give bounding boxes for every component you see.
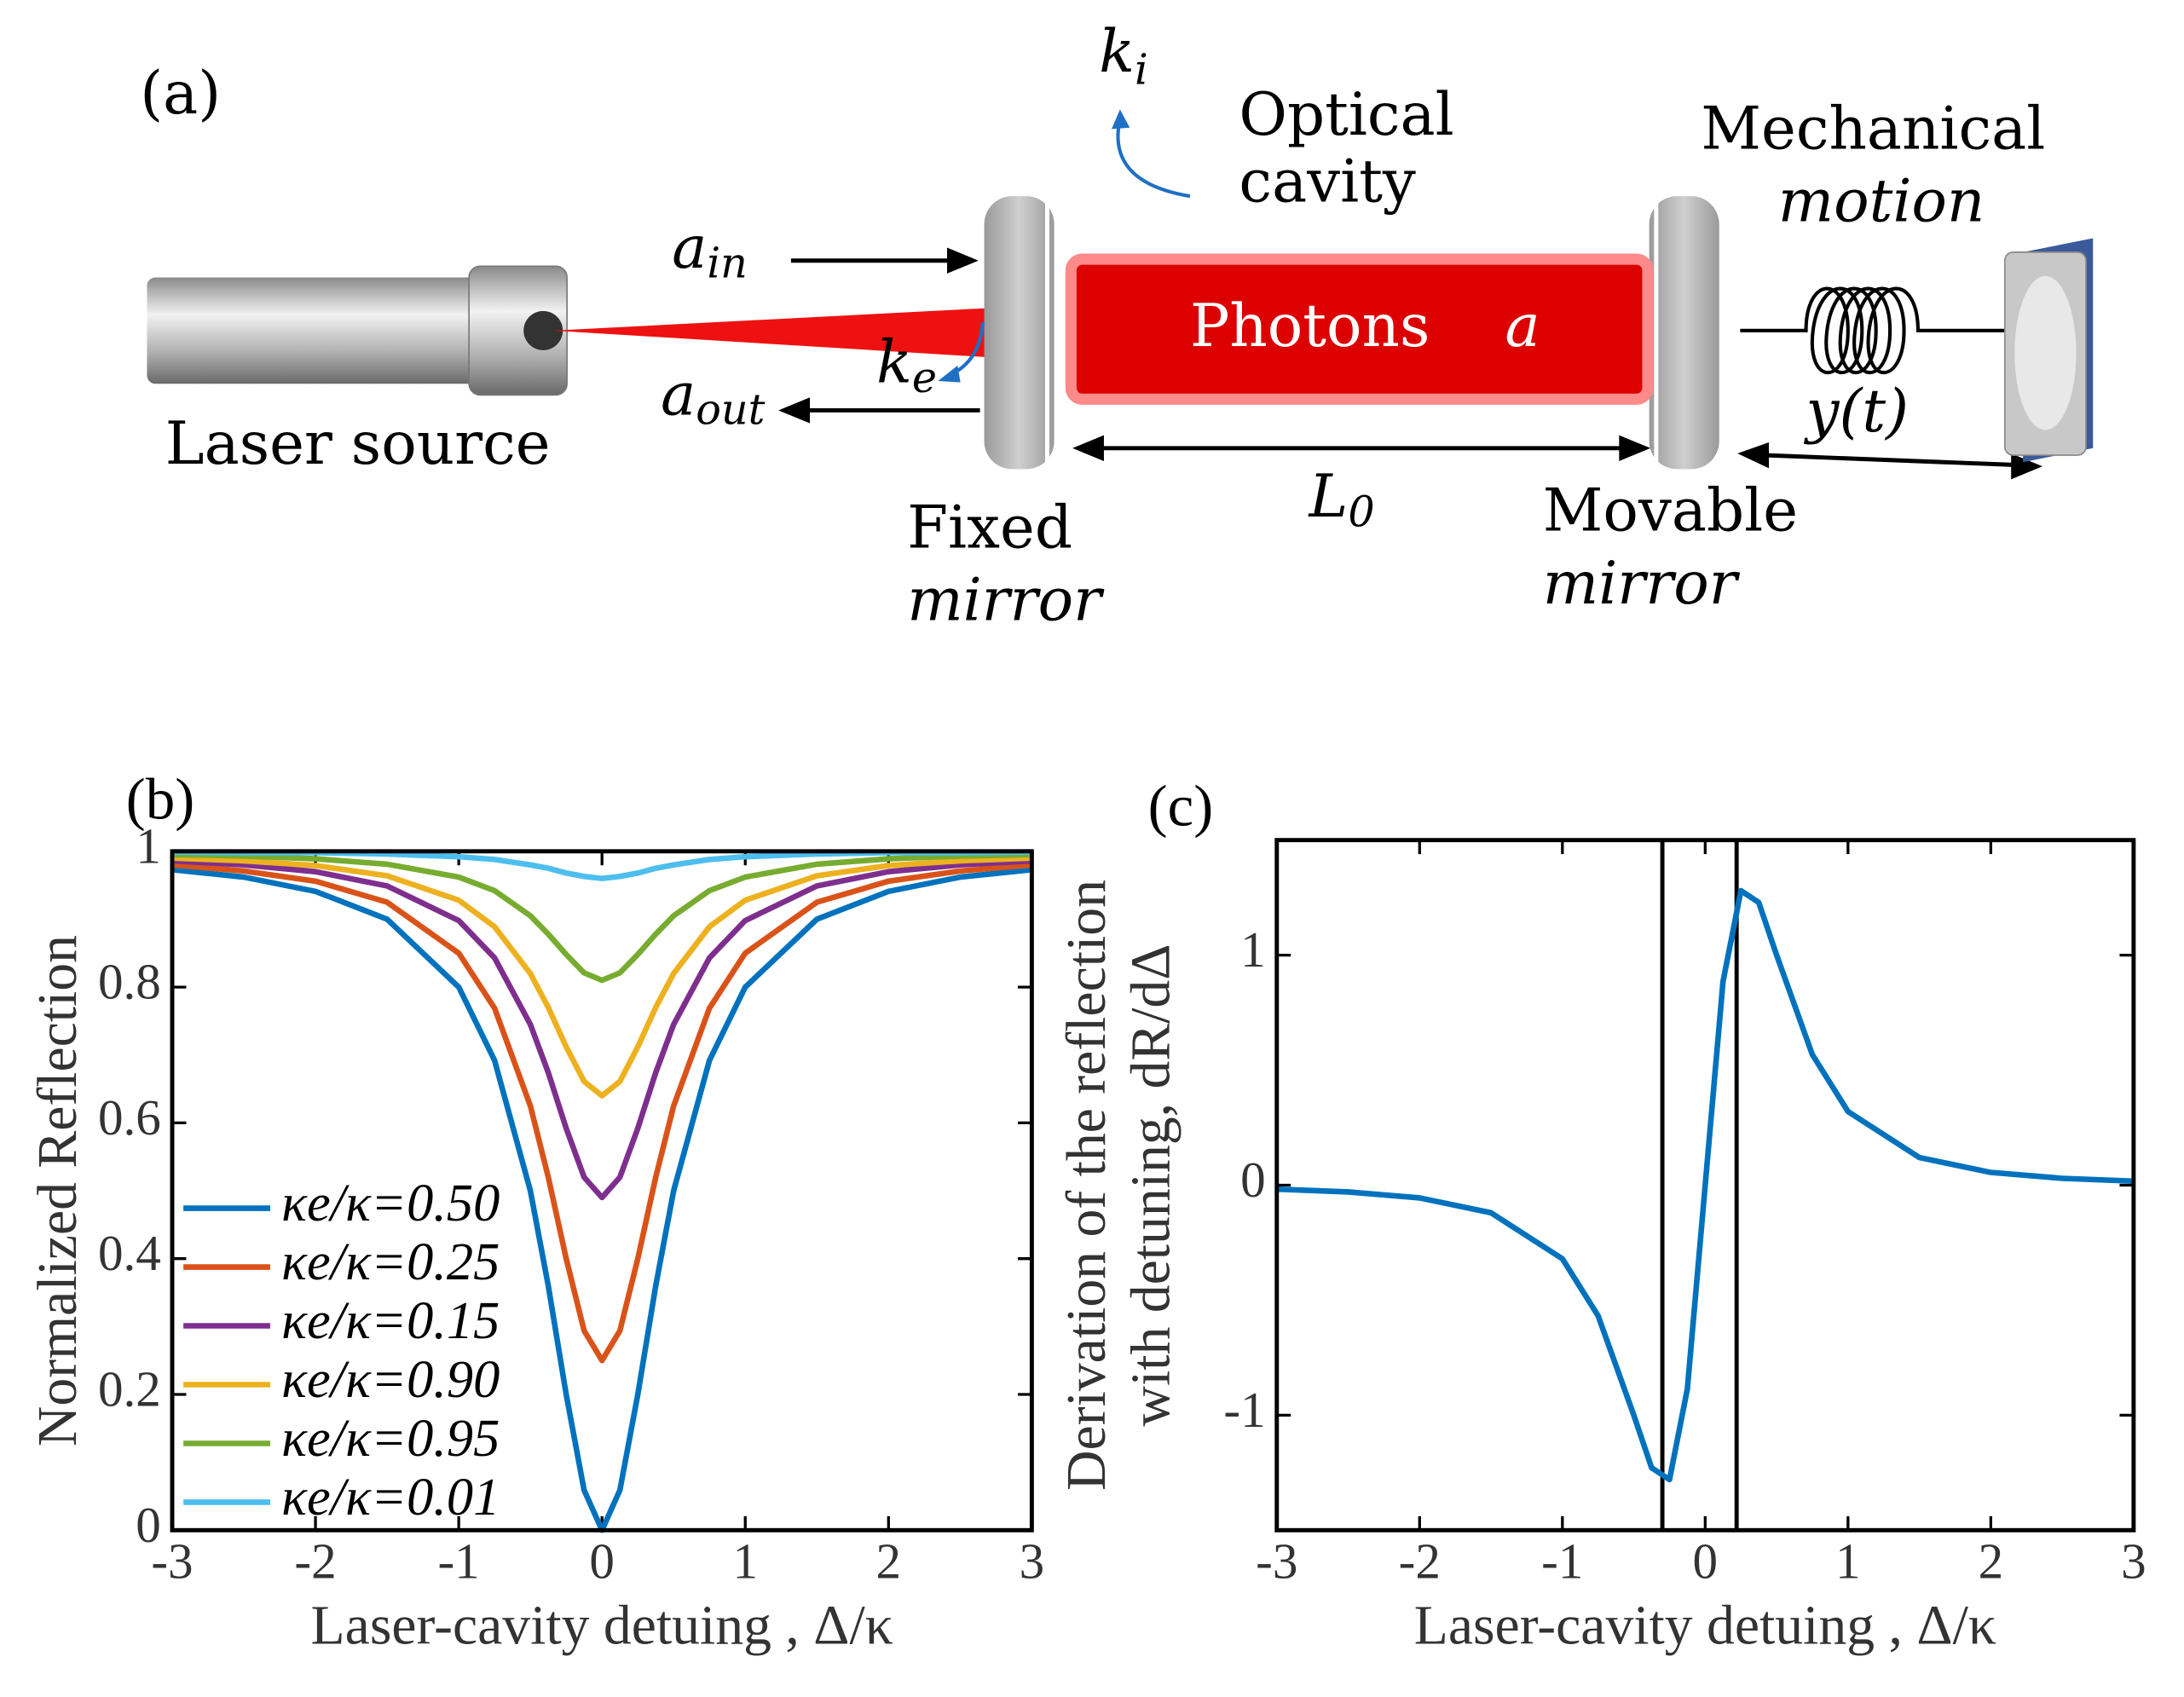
panel-label: (a) [140,60,221,128]
y-tick-label: 1 [136,817,161,874]
plot-frame [1274,838,2136,1532]
fixed-mirror [984,196,1054,470]
data-line [171,862,1032,1364]
spring [1740,286,2024,375]
y-axis-label: with detuning, dR/dΔ [1120,944,1182,1427]
x-tick-label: -1 [438,1533,480,1590]
x-tick-label: 1 [1835,1533,1861,1590]
y-tick-label: 0.8 [98,954,161,1010]
data-line [1276,887,2135,1483]
y-axis-label: Derivation of the reflection [1055,880,1118,1491]
y-axis-label: Normalized Reflection [26,935,89,1446]
photons-label: Photons [1190,292,1430,361]
y-tick-label: 1 [1240,921,1266,978]
arrows [778,247,2043,480]
y-tick-label: -1 [1223,1382,1265,1438]
input-label: ain [672,214,748,287]
fixed-label: Fixed [907,494,1072,562]
plot-frame [170,849,1034,1532]
loss-arrow [938,365,961,383]
movable-mirror [1649,196,1719,470]
laser-aperture [523,310,563,350]
legend-label: κe/κ=0.90 [281,1350,500,1409]
legend-label: κe/κ=0.25 [281,1232,500,1291]
y-tick-label: 0.2 [98,1361,161,1417]
fixed-label: mirror [907,567,1105,635]
mechanical-label: Mechanical [1701,95,2045,163]
x-tick-label: -3 [1256,1533,1297,1590]
legend-label: κe/κ=0.95 [281,1409,500,1468]
x-tick-label: -2 [294,1533,336,1590]
x-tick-label: 3 [2121,1533,2146,1590]
external-loss-sub: e [912,352,937,401]
data-line [171,857,1032,1201]
movable-label: mirror [1543,550,1741,618]
x-tick-label: -2 [1399,1533,1441,1590]
input-sub: in [707,238,747,287]
x-tick-label: -3 [151,1533,193,1590]
internal-loss-symbol: k [1099,18,1135,86]
internal-loss-sub: i [1135,44,1148,94]
y-tick-label: 0 [136,1497,161,1553]
x-axis-label: Laser-cavity detuing , Δ/κ [1414,1595,1996,1657]
y-tick-label: 0 [1240,1152,1266,1208]
output-sub: out [696,384,765,434]
x-tick-label: 2 [1979,1533,2004,1590]
x-tick-label: 3 [1020,1533,1045,1590]
laser-label: Laser source [165,410,551,478]
legend-label: κe/κ=0.15 [281,1291,500,1350]
cavity-label: cavity [1239,148,1415,216]
photons-symbol: a [1505,292,1540,361]
input-symbol: a [672,214,707,282]
data-line [171,849,1032,881]
panel-label: (b) [126,766,194,831]
external-loss-label: ke [876,329,937,402]
y-tick-label: 0.6 [98,1089,161,1146]
cavity-field [1065,253,1654,405]
output-symbol: a [661,361,696,429]
x-tick-label: 2 [876,1533,902,1590]
panel-label: (c) [1148,774,1214,839]
external-loss-symbol: k [876,329,912,397]
length-label: L0 [1308,463,1375,536]
diagram: (a) Laser source Photons a Optical cavit… [140,18,2094,635]
mass-face [2014,275,2077,430]
length-sub: 0 [1348,487,1374,536]
laser-body [147,277,483,384]
displacement-label: y(t) [1804,378,1910,446]
data-line [171,855,1032,1099]
x-tick-label: 1 [732,1533,758,1590]
mechanical-label: motion [1778,168,1985,236]
y-tick-label: 0.4 [98,1225,161,1281]
movable-label: Movable [1543,477,1798,545]
loss-arrow [1111,109,1130,130]
cavity-label: Optical [1239,81,1453,149]
x-tick-label: 0 [589,1533,615,1590]
laser-beam [552,308,987,358]
data-line [171,851,1032,984]
output-label: aout [661,361,765,434]
legend-label: κe/κ=0.50 [281,1174,500,1232]
internal-loss-label: ki [1099,18,1148,94]
x-axis-label: Laser-cavity detuing , Δ/κ [311,1595,893,1657]
x-tick-label: -1 [1541,1533,1583,1590]
length-symbol: L [1308,463,1349,531]
loss-arrow [1116,118,1191,199]
legend-label: κe/κ=0.01 [281,1468,500,1527]
x-tick-label: 0 [1693,1533,1719,1590]
